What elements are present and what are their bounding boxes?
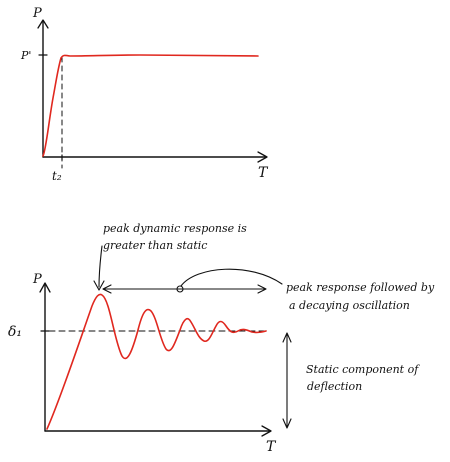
bottom-y-axis-label: P [32,272,42,287]
top-load-curve [42,54,259,157]
top-y-arrowhead [37,19,49,29]
dynamic-response-curve [46,293,267,430]
bottom-x-arrowhead [261,425,272,437]
static-component-bottom-head [282,418,292,429]
annotations: peak dynamic response is greater than st… [103,222,435,393]
bottom-graph: P T δ₁ [8,245,292,455]
top-x-arrowhead [257,151,268,163]
peak-arrow-line [98,245,103,288]
static-annotation-line2: deflection [307,380,362,393]
span-connector-curve [180,268,283,287]
span-connector-circle [176,285,184,293]
decay-annotation-line1: peak response followed by [286,281,435,294]
bottom-y-arrowhead [39,282,51,293]
top-y-axis-label: P [32,6,42,21]
bottom-x-axis-label: T [266,439,277,455]
top-level-label: P' [20,49,31,62]
oscillation-span-right-head [257,284,267,294]
bottom-level-label: δ₁ [8,324,22,340]
top-x-axis-label: T [258,165,269,181]
peak-annotation-line2: greater than static [103,239,207,252]
oscillation-span-left-head [102,284,112,294]
peak-arrowhead [93,280,105,291]
static-annotation-line1: Static component of [306,363,420,376]
peak-annotation-line1: peak dynamic response is [103,222,247,235]
decay-annotation-line2: a decaying oscillation [289,299,410,312]
static-component-top-head [282,332,292,343]
top-graph: P T P' t₂ [20,6,269,183]
top-time-label: t₂ [52,169,62,183]
